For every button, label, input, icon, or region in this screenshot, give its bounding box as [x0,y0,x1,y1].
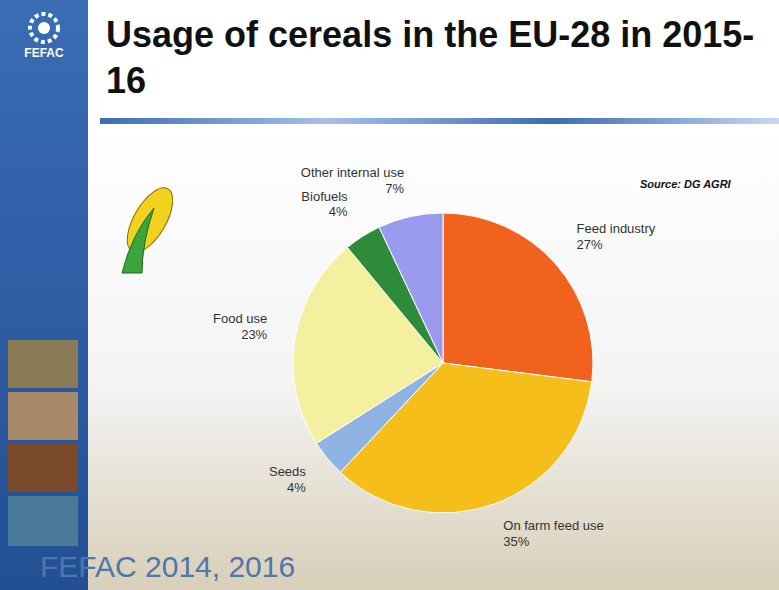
html-text:Usage of cereals in the EU-28: Usage of cereals in the EU-28 in 2015-16 [106,14,755,101]
svg-text:On farm feed use35%: On farm feed use35% [503,518,603,549]
html-text:Source: DG AGRI: Source: DG AGRI [640,178,731,190]
svg-text:Other internal use7%: Other internal use7% [301,165,405,196]
html-text:FEFAC: FEFAC [24,46,64,60]
svg-text:Biofuels4%: Biofuels4% [301,189,348,220]
html-text:FEFAC 2014, 2016: FEFAC 2014, 2016 [40,550,296,583]
svg-text:Seeds4%: Seeds4% [269,464,306,495]
svg-text:Feed industry27%: Feed industry27% [577,221,656,252]
svg-text:Food use23%: Food use23% [213,311,268,342]
